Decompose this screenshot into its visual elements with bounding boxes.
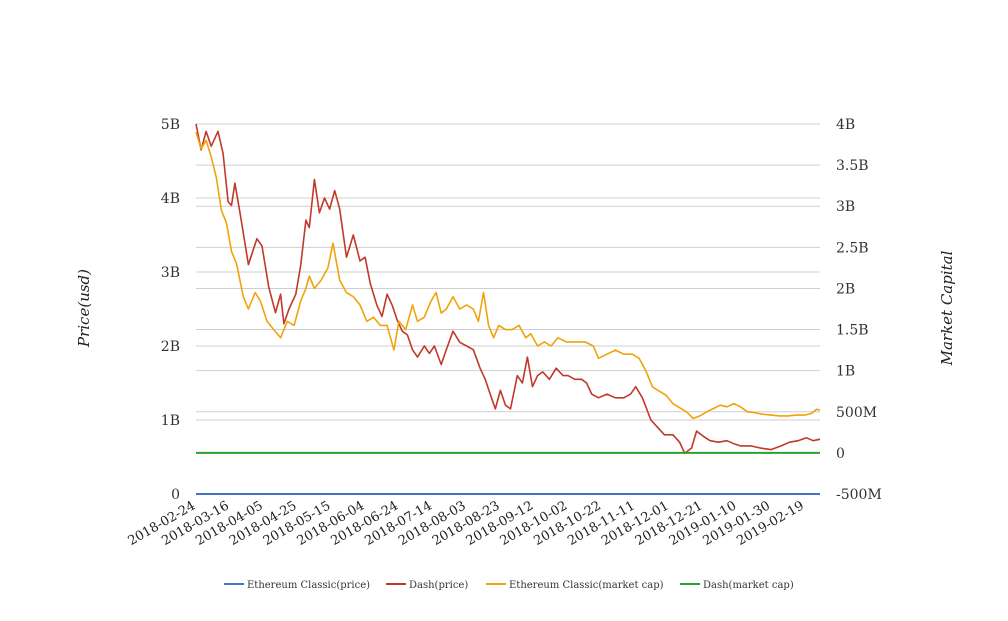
y-tick-left: 0: [171, 487, 180, 503]
y-tick-right: 2B: [836, 281, 855, 297]
y-tick-left: 5B: [161, 117, 180, 133]
legend-label: Dash(price): [409, 580, 468, 591]
y-tick-left: 2B: [161, 339, 180, 355]
grid-layer: [196, 123, 820, 495]
y-axis-title-right: Market Capital: [938, 250, 956, 366]
series-line: [195, 131, 821, 420]
y-tick-right: 3.5B: [836, 158, 869, 174]
y-tick-left: 1B: [161, 413, 180, 429]
y-tick-right: 500M: [836, 405, 877, 421]
y-tick-right: 1.5B: [836, 323, 869, 339]
legend-label: Ethereum Classic(price): [247, 580, 370, 591]
legend: Ethereum Classic(price) Dash(price) Ethere…: [224, 580, 794, 591]
axes-layer: 0 1B 2B 3B 4B 5B -500M 0 500M 1B 1.5B 2B 2.5B 3B 3.5B 4…: [126, 117, 882, 549]
y-tick-right: 1B: [836, 364, 855, 380]
y-tick-left: 4B: [161, 191, 180, 207]
y-tick-left: 3B: [161, 265, 180, 281]
legend-label: Ethereum Classic(market cap): [509, 580, 664, 591]
y-tick-right: -500M: [836, 487, 882, 503]
legend-label: Dash(market cap): [703, 580, 794, 591]
y-tick-right: 0: [836, 446, 845, 462]
y-tick-right: 4B: [836, 117, 855, 133]
y-axis-title-left: Price(usd): [75, 269, 93, 348]
y-tick-right: 3B: [836, 199, 855, 215]
series-layer: [195, 123, 821, 495]
y-tick-right: 2.5B: [836, 240, 869, 256]
